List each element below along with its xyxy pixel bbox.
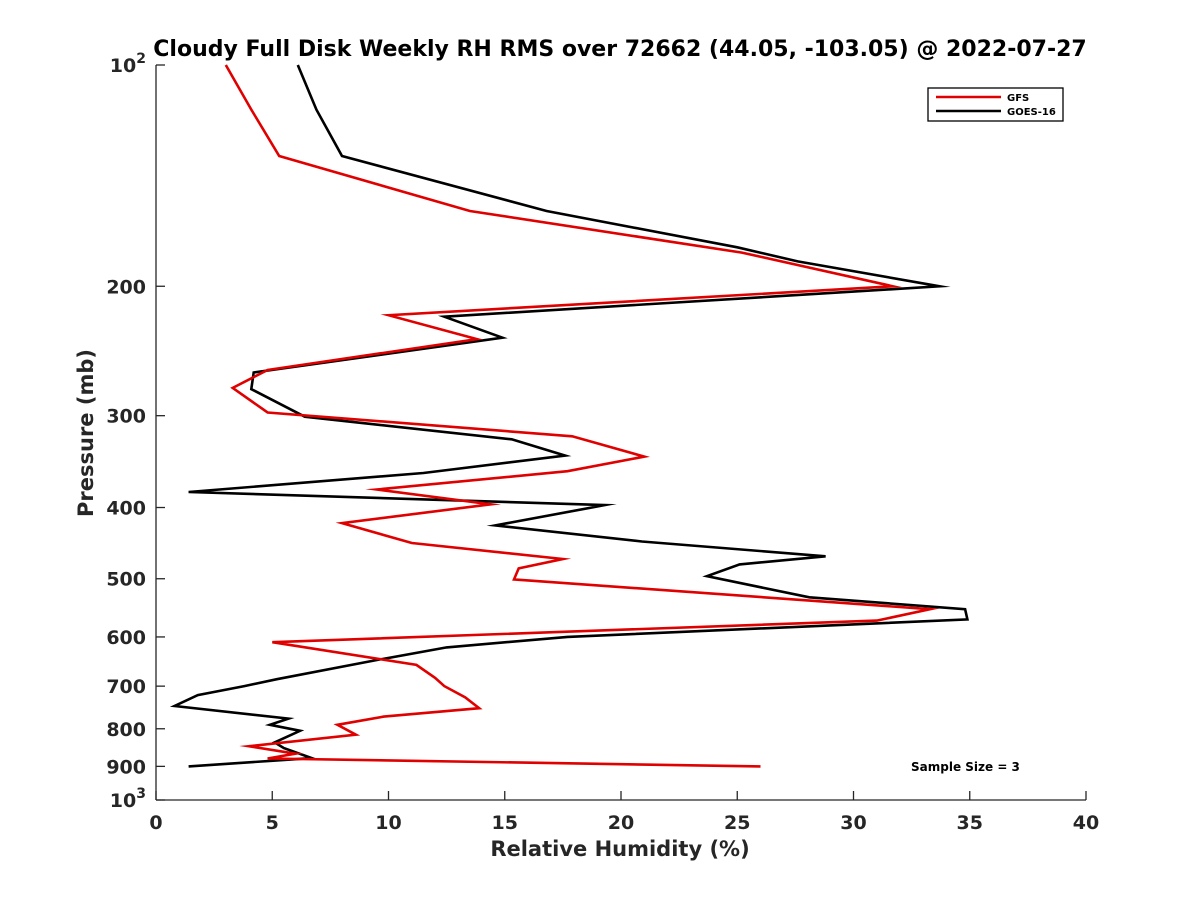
x-tick-label: 15 [492, 812, 518, 834]
series-line-goes-16 [169, 64, 970, 768]
y-tick-label: 900 [106, 756, 146, 778]
chart-title: Cloudy Full Disk Weekly RH RMS over 7266… [153, 37, 1086, 62]
plot-axes [155, 65, 1086, 801]
y-axis-label: Pressure (mb) [74, 349, 98, 517]
series-line-gfs [224, 64, 940, 768]
y-tick-label: 400 [106, 498, 146, 520]
y-tick-label-bottom: 103 [110, 786, 146, 812]
legend: GFS GOES-16 [927, 87, 1064, 122]
y-tick-label: 800 [106, 719, 146, 741]
legend-label-goes-16: GOES-16 [1007, 107, 1056, 118]
y-tick-label: 600 [106, 627, 146, 649]
y-tick-label: 500 [106, 569, 146, 591]
x-tick-label: 30 [840, 812, 866, 834]
legend-box [927, 87, 1064, 122]
y-tick-label-top: 102 [110, 51, 146, 77]
y-tick-label: 300 [106, 406, 146, 428]
series-layer [169, 64, 970, 768]
x-axis-ticks: 0 5 10 15 20 25 30 35 40 [149, 791, 1099, 834]
x-tick-label: 35 [957, 812, 983, 834]
x-tick-label: 20 [608, 812, 634, 834]
x-tick-label: 0 [149, 812, 162, 834]
x-tick-label: 25 [724, 812, 750, 834]
x-tick-label: 10 [375, 812, 401, 834]
sample-size-annotation: Sample Size = 3 [911, 760, 1020, 774]
x-tick-label: 5 [266, 812, 279, 834]
x-axis-label: Relative Humidity (%) [490, 837, 749, 861]
y-tick-label: 700 [106, 676, 146, 698]
y-tick-label: 200 [106, 276, 146, 298]
x-tick-label: 40 [1073, 812, 1099, 834]
legend-label-gfs: GFS [1007, 93, 1029, 104]
y-axis-ticks: 200 300 400 500 600 700 800 900 102 103 [106, 51, 165, 812]
